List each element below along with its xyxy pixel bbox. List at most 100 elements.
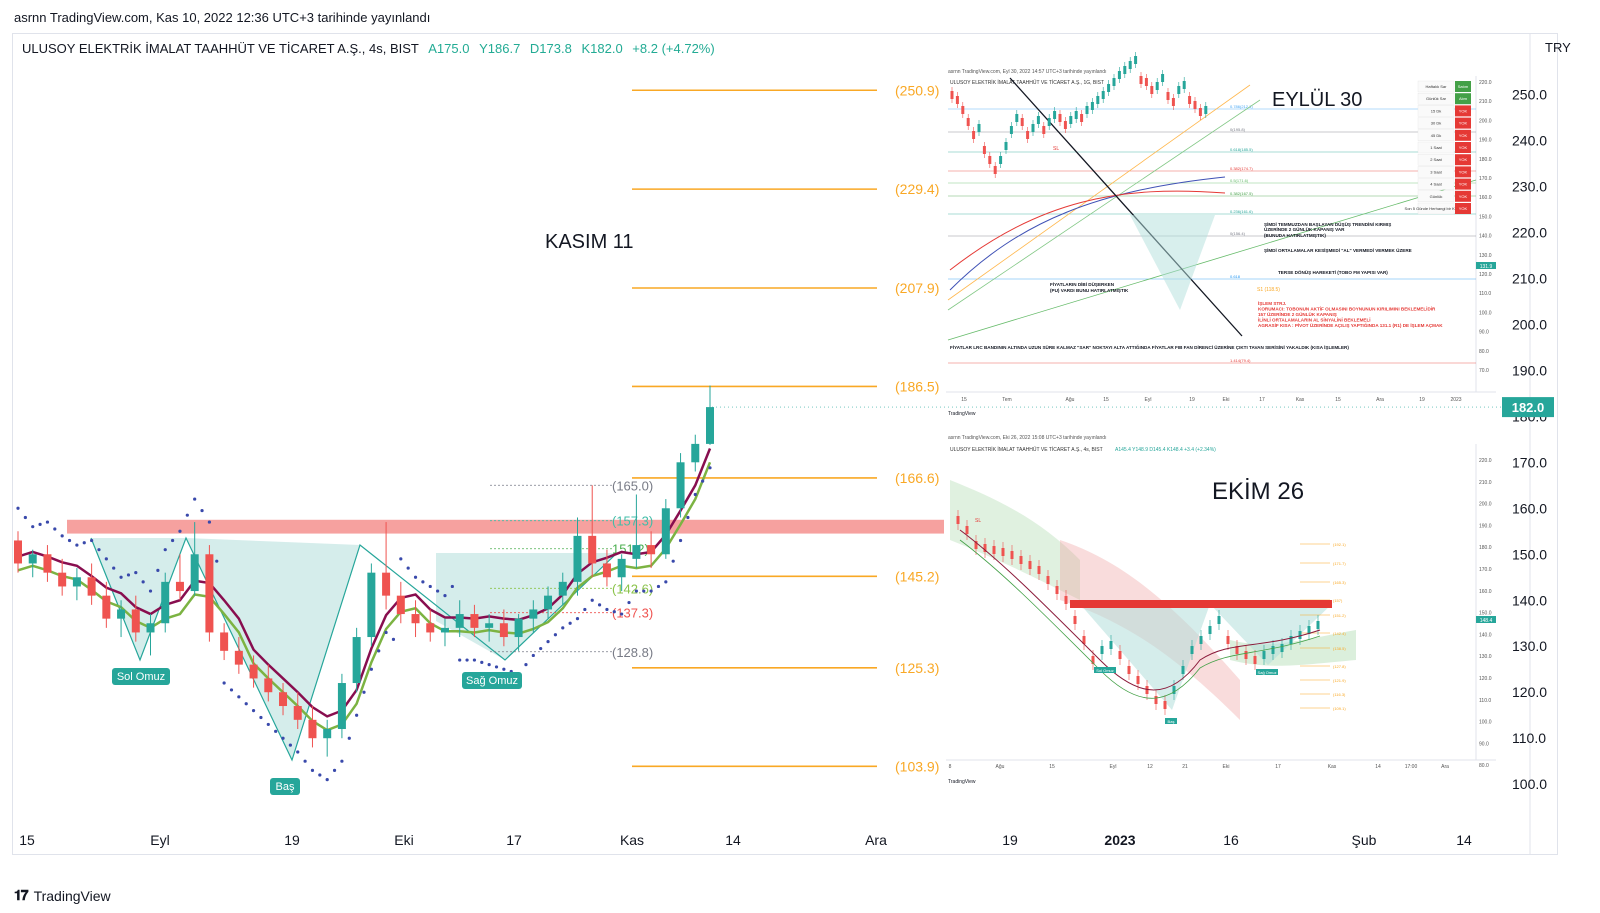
sar-dot (575, 617, 580, 621)
sar-dot (399, 557, 403, 561)
signal-row (1417, 117, 1455, 129)
signal-label: 45 Dk (1431, 133, 1441, 138)
inset-eylul-30[interactable]: asrnn TradingView.com, Eyl 30, 2022 14:5… (946, 52, 1496, 418)
symbol-name[interactable]: ULUSOY ELEKTRİK İMALAT TAAHHÜT VE TİCARE… (22, 41, 419, 56)
candle-body (470, 614, 479, 628)
eylul-candle-body (1009, 126, 1013, 134)
signal-row (1417, 178, 1455, 190)
inset-ekim-caption: asrnn TradingView.com, Eki 26, 2022 15:0… (948, 435, 1106, 441)
eylul-note: FİYATLARIN DİBİ DÜŞERKEN (1050, 281, 1115, 287)
sar-dot (215, 559, 219, 563)
eylul-candle-body (1058, 114, 1062, 122)
ekim-candle-body (1010, 551, 1014, 559)
fib-level-label: (145.2) (895, 568, 939, 584)
currency-label: TRY (1545, 40, 1571, 55)
signal-value-bg (1455, 154, 1471, 166)
pivot-label: (142.6) (612, 581, 653, 596)
eylul-x-tick: 19 (1419, 397, 1425, 403)
eylul-strategy-line: KORUMACI: TOBONUN AKTİF OLMASINI BOYNUNU… (1258, 306, 1436, 312)
sar-dot (472, 658, 477, 662)
tradingview-brand[interactable]: 𝟏𝟕 TradingView (14, 887, 111, 904)
signal-row (1417, 154, 1455, 166)
sar-dot (634, 589, 638, 593)
sar-dot (362, 690, 366, 694)
signal-value: YOK (1459, 169, 1468, 174)
ekim-x-tick: Kas (1328, 764, 1337, 770)
x-tick-label: Eyl (150, 832, 169, 848)
published-by-text: asrnn TradingView.com, Kas 10, 2022 12:3… (14, 10, 431, 25)
signal-value: YOK (1459, 194, 1468, 199)
time-axis[interactable]: 15 Eyl 19 Eki 17 Kas 14 Ara 19 2023 16 Şub 14 (19, 832, 1472, 848)
x-tick-label: Ara (865, 832, 887, 848)
candle-body (131, 609, 140, 633)
sar-dot (686, 515, 690, 520)
ekim-candle-body (965, 526, 969, 534)
signal-label: 2 Saat (1430, 157, 1442, 162)
sar-dot (60, 534, 64, 538)
signal-value: YOK (1459, 145, 1468, 150)
eylul-candle-body (1134, 56, 1138, 64)
eylul-y-tick: 220.0 (1479, 80, 1492, 86)
sar-dot (97, 548, 101, 552)
ekim-candle-body (1226, 636, 1230, 644)
eylul-x-tick: 15 (1103, 397, 1109, 403)
ekim-x-tick: Ara (1441, 764, 1449, 770)
signal-value: Satım (1458, 84, 1469, 89)
eylul-candle-body (1182, 81, 1186, 89)
ekim-candle-body (1307, 626, 1311, 634)
ekim-fib-label: (109.1) (1333, 706, 1346, 711)
fib-level-label: (125.3) (895, 660, 939, 676)
sar-dot (583, 607, 587, 612)
sar-dot (134, 571, 138, 575)
ekim-y-tick: 100.0 (1479, 720, 1492, 726)
ekim-candle-body (1019, 556, 1023, 564)
signal-label: 15 Dk (1431, 108, 1441, 113)
x-tick-label: 15 (19, 832, 35, 848)
fib-level-label: (207.9) (895, 280, 939, 296)
eylul-candle-body (961, 106, 965, 114)
ekim-candle-body (1073, 616, 1077, 624)
candle-body (661, 508, 670, 555)
signal-value: YOK (1459, 182, 1468, 187)
sar-dot (104, 557, 108, 561)
y-tick-label: 240.0 (1512, 132, 1547, 148)
signal-row (1417, 105, 1455, 117)
ekim-candle-body (1316, 621, 1320, 629)
x-tick-label: 16 (1223, 832, 1239, 848)
sar-dot (259, 715, 263, 720)
signal-value-bg (1455, 178, 1471, 190)
eylul-fib-label: 0.786(212.1) (1230, 104, 1253, 109)
eylul-candle-body (1053, 111, 1057, 119)
ekim-candle-body (992, 546, 996, 554)
fib-level-label: (229.4) (895, 181, 939, 197)
signal-row (1417, 166, 1455, 178)
fibonacci-levels: (250.9) (229.4) (207.9) (186.5) (166.6) (145.… (632, 82, 939, 774)
fib-level-label: (103.9) (895, 758, 939, 774)
signal-row (1417, 141, 1455, 154)
x-tick-label: Kas (620, 832, 644, 848)
eylul-candle-body (999, 156, 1003, 164)
eylul-note: FİYATLAR LRC BANDININ ALTINDA UZUN SÜRE … (950, 343, 1349, 350)
open-value: A175.0 (428, 41, 470, 56)
inset-ekim-26[interactable]: asrnn TradingView.com, Eki 26, 2022 15:0… (946, 432, 1496, 792)
candle-body (544, 595, 553, 610)
ekim-pattern-labels: Sol Omuz Baş Sağ Omuz SL (975, 518, 1278, 724)
candle-body (602, 563, 611, 578)
eylul-candle-body (988, 156, 992, 164)
price-axis[interactable]: 250.0240.0230.0220.0210.0200.0190.0180.0… (1512, 86, 1547, 792)
sar-dot (163, 548, 167, 552)
ekim-y-tick: 140.0 (1479, 632, 1492, 638)
inset-eylul-title: ULUSOY ELEKTRİK İMALAT TAAHHÜT VE TİCARE… (950, 79, 1104, 86)
candle-body (396, 595, 405, 615)
eylul-candle-body (993, 166, 997, 174)
y-tick-label: 200.0 (1512, 316, 1547, 332)
candle-body (175, 581, 184, 592)
sar-dot (325, 778, 329, 782)
eylul-candle-body (1031, 124, 1035, 132)
ekim-candle-body (974, 541, 978, 549)
eylul-fib-label: 0.382(174.7) (1230, 166, 1253, 171)
signal-value: YOK (1459, 157, 1468, 162)
candle-body (87, 577, 96, 596)
eylul-y-tick: 180.0 (1479, 157, 1492, 163)
